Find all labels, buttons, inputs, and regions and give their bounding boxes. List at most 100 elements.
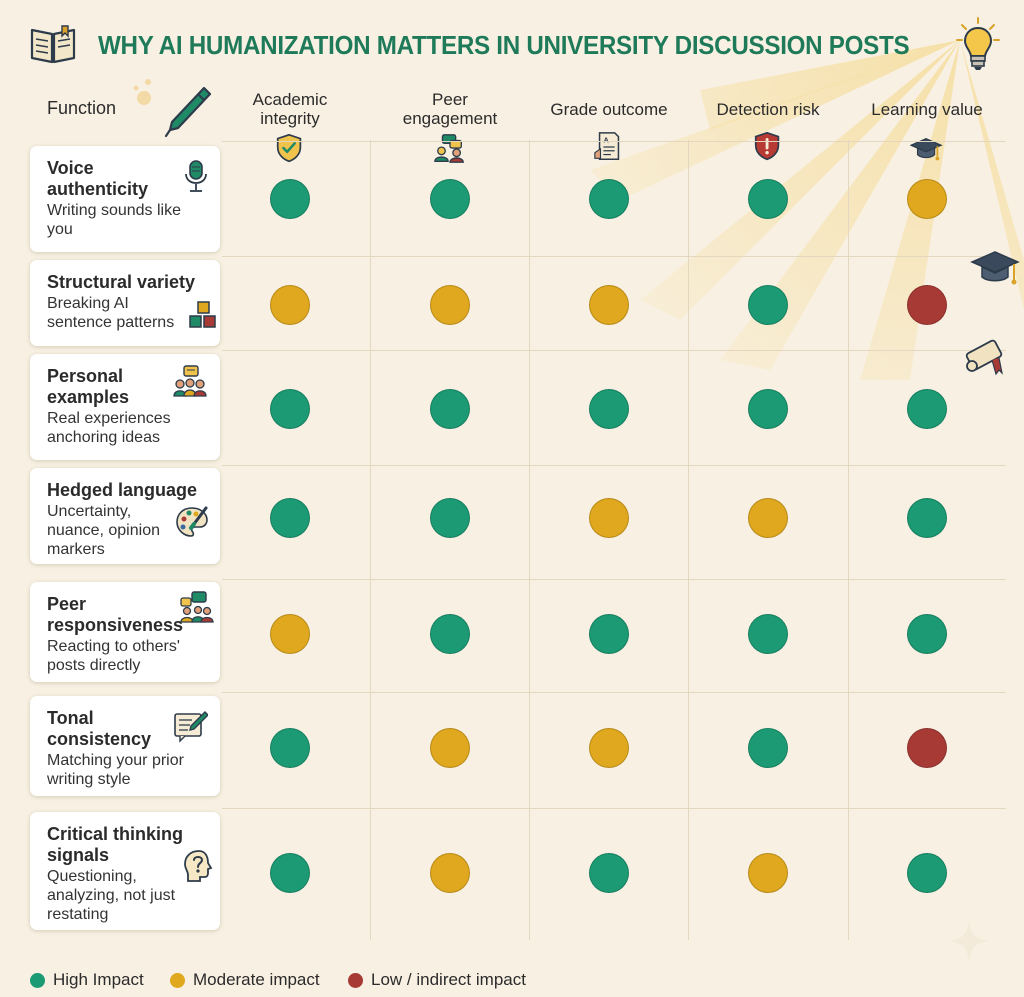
function-title: Peer responsiveness [47, 594, 183, 636]
impact-dot-moderate [270, 285, 310, 325]
column-divider [848, 140, 849, 940]
impact-dot-moderate [748, 853, 788, 893]
function-description-line: Uncertainty, [47, 503, 132, 520]
legend-label: Moderate impact [193, 970, 320, 989]
blocks-icon [189, 301, 216, 328]
function-description-line: Questioning, [47, 868, 137, 885]
function-description-line: Real experiences [47, 410, 171, 427]
column-header-line: Grade outcome [550, 100, 668, 119]
column-header-4: Learning value [852, 100, 1002, 119]
function-card: Structural variety Breaking AI sentence pa… [30, 260, 220, 346]
impact-dot-high [907, 614, 947, 654]
function-title: Structural variety [47, 272, 195, 293]
impact-dot-high [907, 853, 947, 893]
note-pencil-icon [174, 711, 208, 743]
impact-dot-high [589, 389, 629, 429]
function-description-line: analyzing, not just [47, 887, 176, 904]
function-title-line: examples [47, 387, 130, 407]
graduation-cap-decoration-icon [970, 251, 1020, 285]
impact-dot-moderate [270, 614, 310, 654]
impact-dot-high [430, 389, 470, 429]
row-divider [222, 579, 1006, 580]
function-description-line: sentence patterns [47, 314, 175, 331]
legend-dot-high [30, 973, 45, 988]
impact-dot-high [748, 285, 788, 325]
function-title-line: responsiveness [47, 615, 184, 635]
function-title: Personal examples [47, 366, 129, 408]
impact-dot-moderate [430, 853, 470, 893]
column-header-line: Academic [252, 90, 328, 109]
row-divider [222, 808, 1006, 809]
function-title-line: authenticity [47, 179, 149, 199]
function-title-line: Structural variety [47, 272, 196, 292]
splash-decoration [133, 79, 151, 105]
sparkle-decoration [948, 920, 990, 962]
function-card: Personal examples Real experiences anchorin… [30, 354, 220, 460]
function-description-line: you [47, 221, 73, 238]
impact-dot-low [907, 728, 947, 768]
function-description-line: nuance, opinion [47, 522, 160, 539]
function-description-line: writing style [47, 771, 131, 788]
function-column-header: Function [47, 98, 117, 118]
function-title: Critical thinking signals [47, 824, 183, 866]
column-header-3: Detection risk [693, 100, 843, 119]
open-book-icon [30, 25, 76, 64]
function-card: Peer responsiveness Reacting to others' pos… [30, 582, 220, 682]
function-title-line: consistency [47, 729, 152, 749]
impact-dot-moderate [589, 728, 629, 768]
impact-dot-high [748, 179, 788, 219]
impact-dot-moderate [430, 728, 470, 768]
impact-dot-high [589, 179, 629, 219]
column-header-line: Peer [432, 90, 468, 109]
peer-chat-icon [180, 591, 214, 623]
legend-dot-moderate [170, 973, 185, 988]
head-question-icon [184, 850, 213, 882]
page-title: WHY AI HUMANIZATION MATTERS IN UNIVERSIT… [98, 30, 910, 60]
function-description: Questioning, analyzing, not just restating [47, 867, 175, 924]
impact-dot-high [748, 614, 788, 654]
function-description-line: posts directly [47, 657, 141, 674]
function-description: Real experiences anchoring ideas [47, 409, 171, 447]
row-divider [222, 692, 1006, 693]
row-divider [222, 141, 1006, 142]
column-header-0: Academic integrity [215, 90, 365, 128]
diploma-scroll-icon [965, 339, 1003, 376]
function-description-line: Reacting to others' [47, 638, 180, 655]
impact-dot-high [589, 853, 629, 893]
row-divider [222, 256, 1006, 257]
title-row: WHY AI HUMANIZATION MATTERS IN UNIVERSIT… [28, 17, 1008, 72]
impact-dot-high [270, 389, 310, 429]
impact-dot-moderate [589, 498, 629, 538]
function-description: Matching your prior writing style [47, 751, 184, 789]
function-title: Voice authenticity [47, 158, 148, 200]
impact-dot-moderate [748, 498, 788, 538]
function-description: Uncertainty, nuance, opinion markers [47, 502, 160, 559]
impact-dot-high [589, 614, 629, 654]
shield-check-icon [276, 133, 302, 163]
graduation-cap-icon [910, 137, 943, 161]
impact-dot-high [907, 498, 947, 538]
column-divider [529, 140, 530, 940]
people-chat-icon [434, 134, 464, 163]
palette-brush-icon [176, 506, 208, 537]
svg-text:A: A [603, 135, 609, 144]
legend: High Impact Moderate impact Low / indirect… [30, 968, 630, 992]
function-title-line: Peer [47, 594, 87, 614]
function-title-line: Personal [47, 366, 124, 386]
function-title-line: Hedged language [47, 480, 198, 500]
legend-label: Low / indirect impact [371, 970, 526, 989]
impact-dot-high [907, 389, 947, 429]
function-title-line: Tonal [47, 708, 94, 728]
column-header-1: Peer engagement [375, 90, 525, 128]
column-header-line: integrity [260, 109, 320, 128]
impact-dot-low [907, 285, 947, 325]
function-card: Hedged language Uncertainty, nuance, opini… [30, 468, 220, 564]
impact-dot-high [270, 853, 310, 893]
impact-dot-high [748, 728, 788, 768]
pen-icon [164, 86, 212, 138]
impact-dot-high [270, 728, 310, 768]
function-description-line: Matching your prior [47, 752, 184, 769]
function-description-line: anchoring ideas [47, 429, 160, 446]
column-header-line: engagement [402, 109, 498, 128]
lightbulb-icon [956, 17, 1000, 70]
